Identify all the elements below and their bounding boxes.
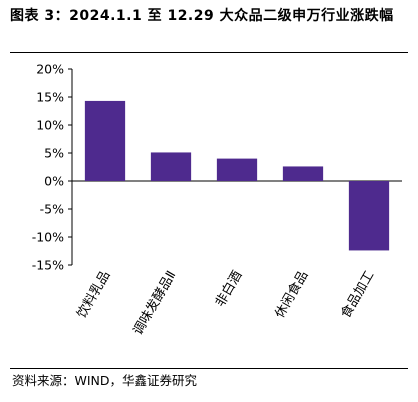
bar (150, 152, 192, 181)
bar (84, 100, 126, 181)
bar (216, 158, 258, 181)
y-tick-label: -10% (32, 230, 64, 245)
y-tick-label: 5% (44, 146, 64, 161)
y-tick-label: 20% (36, 62, 64, 77)
title-divider (10, 52, 408, 53)
y-tick-label: 15% (36, 90, 64, 105)
x-tick-label: 调味发酵品Ⅱ (130, 268, 180, 338)
source-divider (10, 368, 408, 369)
x-tick-label: 非白酒 (212, 268, 245, 310)
y-tick-label: 10% (36, 118, 64, 133)
x-tick-label: 休闲食品 (272, 268, 312, 321)
y-axis: -15% -10% -5% 0% 5% 10% 15% 20% (32, 62, 402, 273)
x-tick-label: 饮料乳品 (74, 269, 113, 322)
chart-title: 图表 3：2024.1.1 至 12.29 大众品二级申万行业涨跌幅 (10, 8, 394, 24)
x-tick-label: 食品加工 (338, 268, 378, 321)
source-note: 资料来源：WIND，华鑫证券研究 (12, 373, 198, 388)
y-tick-label: 0% (44, 174, 64, 189)
bar (282, 166, 324, 181)
bar (348, 181, 390, 251)
x-axis-labels: 饮料乳品 调味发酵品Ⅱ 非白酒 休闲食品 食品加工 (74, 268, 377, 338)
bar-chart: -15% -10% -5% 0% 5% 10% 15% 20% 饮料乳品 调味发酵品Ⅱ 非白酒 休闲… (32, 62, 402, 338)
y-tick-label: -15% (32, 258, 64, 273)
y-tick-label: -5% (40, 202, 64, 217)
bars (84, 100, 390, 251)
